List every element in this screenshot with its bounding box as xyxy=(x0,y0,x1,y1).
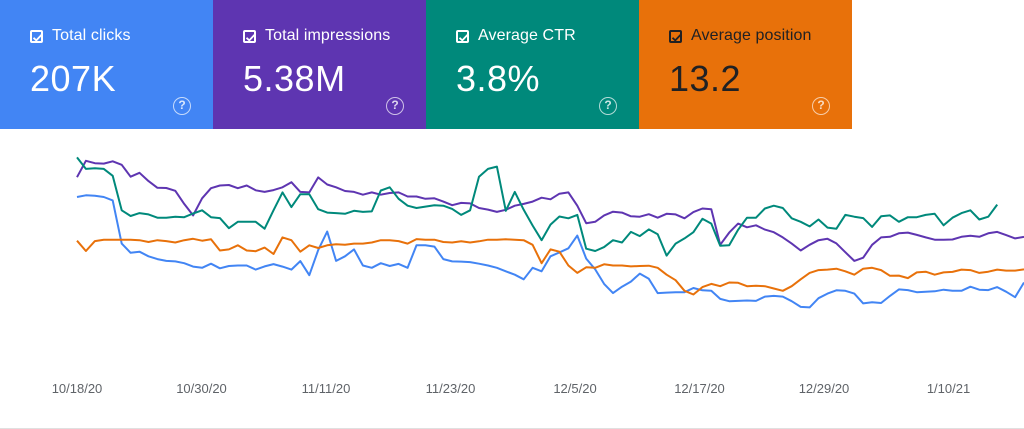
x-tick-label: 12/29/20 xyxy=(799,381,850,396)
x-tick-label: 10/18/20 xyxy=(52,381,103,396)
metric-card-clicks[interactable]: Total clicks 207K ? xyxy=(0,0,213,129)
card-header: Average CTR xyxy=(456,27,576,45)
checkbox-checked-icon[interactable] xyxy=(456,30,469,43)
card-label: Total impressions xyxy=(265,27,390,45)
x-tick-label: 12/5/20 xyxy=(553,381,596,396)
checkbox-checked-icon[interactable] xyxy=(243,30,256,43)
help-icon[interactable]: ? xyxy=(599,97,617,115)
performance-chart[interactable]: 10/18/20 10/30/20 11/11/20 11/23/20 12/5/20 1… xyxy=(0,129,1024,429)
metric-cards: Total clicks 207K ? Total impressions 5.… xyxy=(0,0,852,129)
card-value: 3.8% xyxy=(456,58,540,100)
card-header: Average position xyxy=(669,27,812,45)
card-label: Average position xyxy=(691,27,812,45)
metric-card-position[interactable]: Average position 13.2 ? xyxy=(639,0,852,129)
series-line-impressions[interactable] xyxy=(77,161,1024,261)
card-header: Total impressions xyxy=(243,27,390,45)
metric-card-impressions[interactable]: Total impressions 5.38M ? xyxy=(213,0,426,129)
x-tick-label: 11/23/20 xyxy=(426,381,476,396)
x-tick-label: 10/30/20 xyxy=(176,381,227,396)
card-label: Average CTR xyxy=(478,27,576,45)
help-icon[interactable]: ? xyxy=(173,97,191,115)
card-value: 13.2 xyxy=(669,58,741,100)
series-line-clicks[interactable] xyxy=(77,195,1024,307)
x-tick-label: 12/17/20 xyxy=(674,381,725,396)
card-label: Total clicks xyxy=(52,27,131,45)
card-value: 5.38M xyxy=(243,58,346,100)
card-value: 207K xyxy=(30,58,116,100)
checkbox-checked-icon[interactable] xyxy=(669,30,682,43)
card-header: Total clicks xyxy=(30,27,131,45)
metric-card-ctr[interactable]: Average CTR 3.8% ? xyxy=(426,0,639,129)
series-line-position[interactable] xyxy=(77,237,1024,294)
x-tick-label: 1/10/21 xyxy=(927,381,970,396)
series-line-ctr[interactable] xyxy=(77,157,997,255)
x-tick-label: 11/11/20 xyxy=(302,381,351,396)
help-icon[interactable]: ? xyxy=(812,97,830,115)
checkbox-checked-icon[interactable] xyxy=(30,30,43,43)
help-icon[interactable]: ? xyxy=(386,97,404,115)
